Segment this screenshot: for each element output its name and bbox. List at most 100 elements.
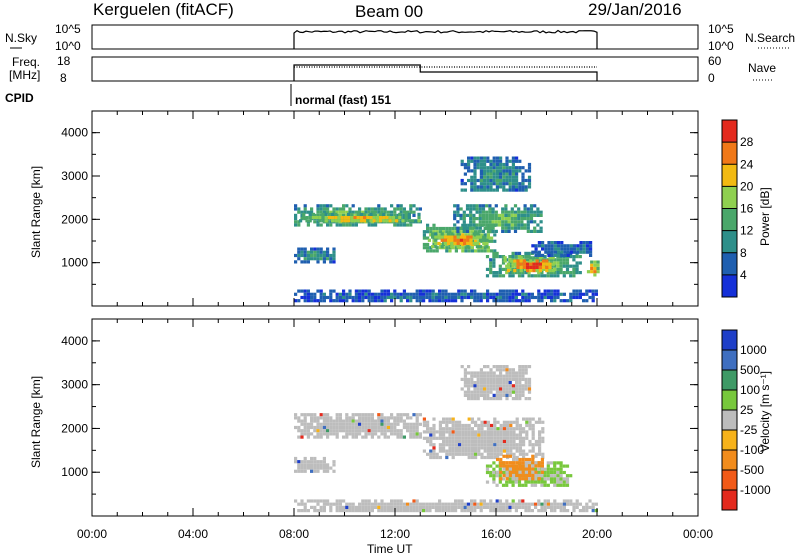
- echo-pixel: [486, 505, 490, 509]
- echo-pixel: [454, 446, 458, 450]
- echo-pixel: [367, 299, 371, 303]
- echo-pixel: [496, 449, 500, 453]
- echo-pixel: [505, 299, 509, 303]
- echo-pixel: [297, 419, 301, 423]
- echo-pixel: [477, 417, 481, 421]
- echo-pixel: [565, 264, 570, 268]
- echo-pixel: [460, 295, 464, 300]
- echo-pixel: [319, 509, 323, 513]
- echo-pixel: [507, 229, 511, 233]
- echo-pixel: [490, 449, 494, 453]
- echo-pixel: [332, 463, 336, 467]
- echo-pixel: [442, 226, 446, 231]
- echo-pixel: [493, 436, 497, 440]
- echo-pixel: [502, 381, 506, 385]
- echo-pixel: [390, 502, 394, 506]
- echo-pixel: [498, 467, 502, 471]
- echo-pixel: [319, 207, 323, 211]
- echo-pixel: [501, 213, 505, 217]
- echo-pixel: [495, 166, 499, 170]
- echo-pixel: [303, 413, 307, 417]
- echo-pixel: [460, 365, 464, 369]
- echo-pixel: [505, 473, 509, 478]
- echo-pixel: [454, 439, 458, 444]
- echo-pixel: [524, 368, 528, 372]
- echo-pixel: [508, 473, 512, 478]
- echo-pixel: [529, 210, 534, 214]
- echo-pixel: [498, 264, 502, 268]
- echo-pixel: [415, 292, 419, 296]
- echo-pixel: [303, 204, 307, 208]
- echo-pixel: [566, 499, 570, 503]
- echo-pixel: [573, 244, 577, 248]
- echo-pixel: [351, 429, 355, 433]
- echo-pixel: [470, 185, 474, 189]
- echo-pixel: [463, 390, 467, 394]
- echo-pixel: [303, 429, 307, 433]
- echo-pixel: [572, 292, 576, 296]
- echo-pixel: [319, 247, 323, 251]
- echo-pixel: [361, 299, 365, 303]
- echo-pixel: [412, 499, 416, 503]
- echo-pixel: [493, 449, 497, 453]
- echo-pixel: [544, 247, 548, 251]
- echo-pixel: [569, 474, 573, 478]
- echo-pixel: [506, 423, 510, 428]
- echo-pixel: [359, 212, 363, 216]
- echo-pixel: [463, 188, 467, 192]
- echo-pixel: [543, 483, 547, 487]
- echo-pixel: [361, 425, 365, 430]
- echo-pixel: [477, 423, 481, 428]
- velocity-colorbar-label: Velocity [m s⁻¹]: [758, 371, 772, 452]
- echo-pixel: [338, 502, 342, 506]
- echo-pixel: [370, 207, 374, 211]
- echo-pixel: [412, 432, 416, 436]
- echo-pixel: [534, 502, 538, 506]
- echo-pixel: [396, 213, 400, 217]
- echo-pixel: [294, 416, 298, 420]
- echo-pixel: [528, 464, 532, 468]
- echo-pixel: [458, 433, 462, 437]
- echo-pixel: [521, 299, 525, 303]
- echo-pixel: [412, 210, 416, 214]
- echo-pixel: [473, 371, 477, 375]
- echo-pixel: [447, 238, 451, 242]
- echo-pixel: [553, 509, 557, 513]
- echo-pixel: [453, 238, 457, 242]
- echo-pixel: [467, 446, 471, 450]
- echo-pixel: [529, 256, 533, 260]
- echo-pixel: [470, 178, 474, 183]
- echo-pixel: [492, 162, 496, 167]
- echo-pixel: [511, 166, 515, 170]
- echo-pixel: [450, 509, 454, 513]
- echo-pixel: [482, 235, 486, 239]
- echo-pixel: [490, 249, 494, 253]
- echo-pixel: [531, 464, 535, 468]
- echo-pixel: [350, 216, 354, 220]
- echo-pixel: [332, 260, 336, 264]
- echo-pixel: [486, 182, 490, 186]
- echo-pixel: [370, 502, 374, 506]
- echo-pixel: [501, 226, 505, 230]
- echo-pixel: [499, 461, 503, 465]
- echo-pixel: [553, 271, 557, 275]
- echo-pixel: [559, 474, 563, 478]
- echo-pixel: [515, 420, 519, 424]
- echo-pixel: [445, 417, 449, 421]
- echo-pixel: [518, 381, 522, 385]
- echo-pixel: [458, 427, 462, 431]
- echo-pixel: [537, 292, 541, 296]
- echo-pixel: [557, 250, 561, 254]
- echo-pixel: [505, 384, 509, 388]
- echo-pixel: [442, 449, 446, 453]
- echo-pixel: [475, 223, 479, 227]
- echo-pixel: [310, 432, 314, 436]
- echo-pixel: [505, 464, 509, 468]
- echo-pixel: [470, 433, 474, 437]
- echo-pixel: [486, 169, 490, 173]
- echo-pixel: [495, 464, 499, 468]
- echo-pixel: [310, 253, 314, 258]
- echo-pixel: [366, 216, 370, 220]
- echo-pixel: [470, 233, 474, 237]
- echo-pixel: [313, 509, 317, 513]
